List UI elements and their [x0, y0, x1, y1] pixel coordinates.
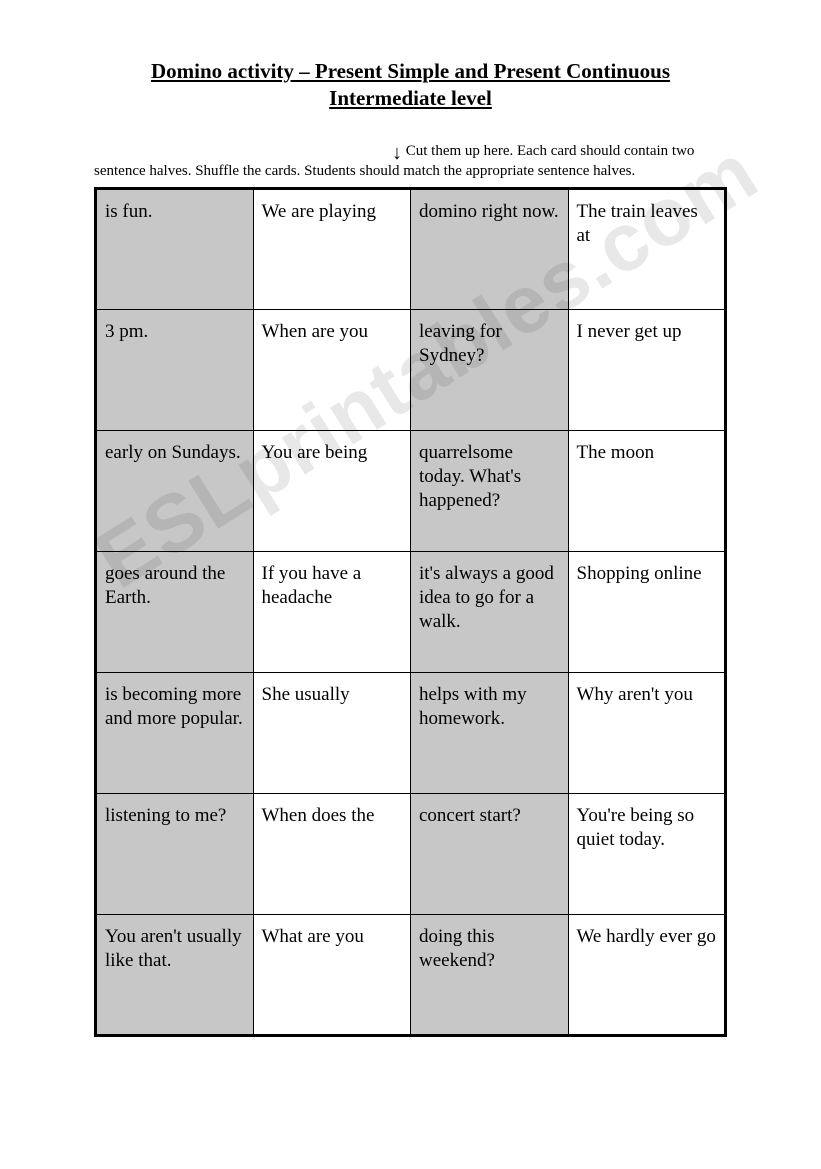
domino-cell: If you have a headache	[253, 552, 411, 673]
domino-cell: We are playing	[253, 189, 411, 310]
domino-cell: Shopping online	[568, 552, 726, 673]
domino-cell: domino right now.	[411, 189, 569, 310]
domino-cell: When are you	[253, 310, 411, 431]
domino-cell: is fun.	[96, 189, 254, 310]
page-title: Domino activity – Present Simple and Pre…	[94, 58, 727, 113]
title-line-2: Intermediate level	[329, 86, 492, 110]
domino-table: is fun.We are playingdomino right now.Th…	[94, 187, 727, 1037]
domino-cell: Why aren't you	[568, 673, 726, 794]
table-row: goes around the Earth.If you have a head…	[96, 552, 726, 673]
domino-cell: The moon	[568, 431, 726, 552]
table-row: 3 pm.When are youleaving for Sydney?I ne…	[96, 310, 726, 431]
title-line-1: Domino activity – Present Simple and Pre…	[151, 59, 670, 83]
table-row: is fun.We are playingdomino right now.Th…	[96, 189, 726, 310]
table-row: is becoming more and more popular.She us…	[96, 673, 726, 794]
down-arrow-icon: ↓	[392, 143, 402, 163]
table-row: You aren't usually like that.What are yo…	[96, 915, 726, 1036]
domino-cell: leaving for Sydney?	[411, 310, 569, 431]
domino-cell: The train leaves at	[568, 189, 726, 310]
domino-cell: concert start?	[411, 794, 569, 915]
domino-cell: She usually	[253, 673, 411, 794]
domino-cell: it's always a good idea to go for a walk…	[411, 552, 569, 673]
table-row: early on Sundays.You are beingquarrelsom…	[96, 431, 726, 552]
domino-cell: early on Sundays.	[96, 431, 254, 552]
domino-cell: What are you	[253, 915, 411, 1036]
domino-cell: helps with my homework.	[411, 673, 569, 794]
domino-cell: doing this weekend?	[411, 915, 569, 1036]
worksheet-page: Domino activity – Present Simple and Pre…	[0, 0, 821, 1169]
instructions: ↓ Cut them up here. Each card should con…	[94, 141, 727, 182]
domino-cell: goes around the Earth.	[96, 552, 254, 673]
domino-cell: 3 pm.	[96, 310, 254, 431]
domino-cell: We hardly ever go	[568, 915, 726, 1036]
domino-cell: quarrelsome today. What's happened?	[411, 431, 569, 552]
table-row: listening to me?When does theconcert sta…	[96, 794, 726, 915]
domino-cell: listening to me?	[96, 794, 254, 915]
domino-cell: is becoming more and more popular.	[96, 673, 254, 794]
domino-cell: You aren't usually like that.	[96, 915, 254, 1036]
domino-cell: I never get up	[568, 310, 726, 431]
domino-cell: You're being so quiet today.	[568, 794, 726, 915]
domino-table-body: is fun.We are playingdomino right now.Th…	[96, 189, 726, 1036]
domino-cell: When does the	[253, 794, 411, 915]
domino-cell: You are being	[253, 431, 411, 552]
